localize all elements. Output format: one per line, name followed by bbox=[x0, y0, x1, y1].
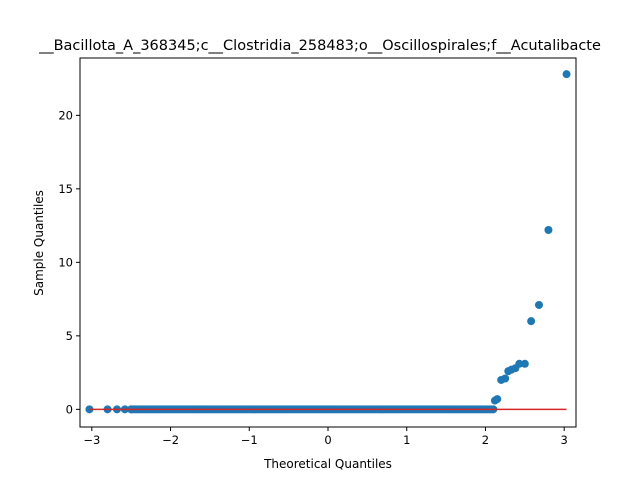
x-tick-label-0: −3 bbox=[83, 433, 100, 447]
data-point-17 bbox=[562, 70, 571, 79]
chart-title: __Bacillota_A_368345;c__Clostridia_25848… bbox=[38, 38, 601, 54]
x-tick-label-2: −1 bbox=[241, 433, 258, 447]
y-tick-label-2: 10 bbox=[58, 255, 73, 269]
x-tick-label-5: 2 bbox=[482, 433, 489, 447]
x-axis-ticks: −3 −2 −1 0 1 2 3 bbox=[83, 427, 568, 447]
x-tick-label-3: 0 bbox=[324, 433, 331, 447]
data-point-6 bbox=[493, 395, 502, 404]
x-tick-label-1: −2 bbox=[162, 433, 179, 447]
data-point-12 bbox=[515, 359, 524, 368]
data-point-15 bbox=[534, 300, 543, 309]
data-point-13 bbox=[520, 359, 529, 368]
x-axis-label: Theoretical Quantiles bbox=[263, 457, 392, 471]
x-tick-label-4: 1 bbox=[403, 433, 410, 447]
y-tick-label-0: 0 bbox=[66, 402, 73, 416]
data-point-16 bbox=[544, 226, 553, 235]
x-tick-label-6: 3 bbox=[561, 433, 568, 447]
data-point-14 bbox=[527, 317, 536, 326]
y-axis-ticks: 0 5 10 15 20 bbox=[58, 108, 80, 416]
y-tick-label-1: 5 bbox=[66, 329, 73, 343]
plot-area bbox=[85, 70, 571, 414]
data-point-8 bbox=[501, 374, 510, 383]
y-tick-label-4: 20 bbox=[58, 108, 73, 122]
y-tick-label-3: 15 bbox=[58, 182, 73, 196]
y-axis-label: Sample Quantiles bbox=[32, 190, 46, 296]
